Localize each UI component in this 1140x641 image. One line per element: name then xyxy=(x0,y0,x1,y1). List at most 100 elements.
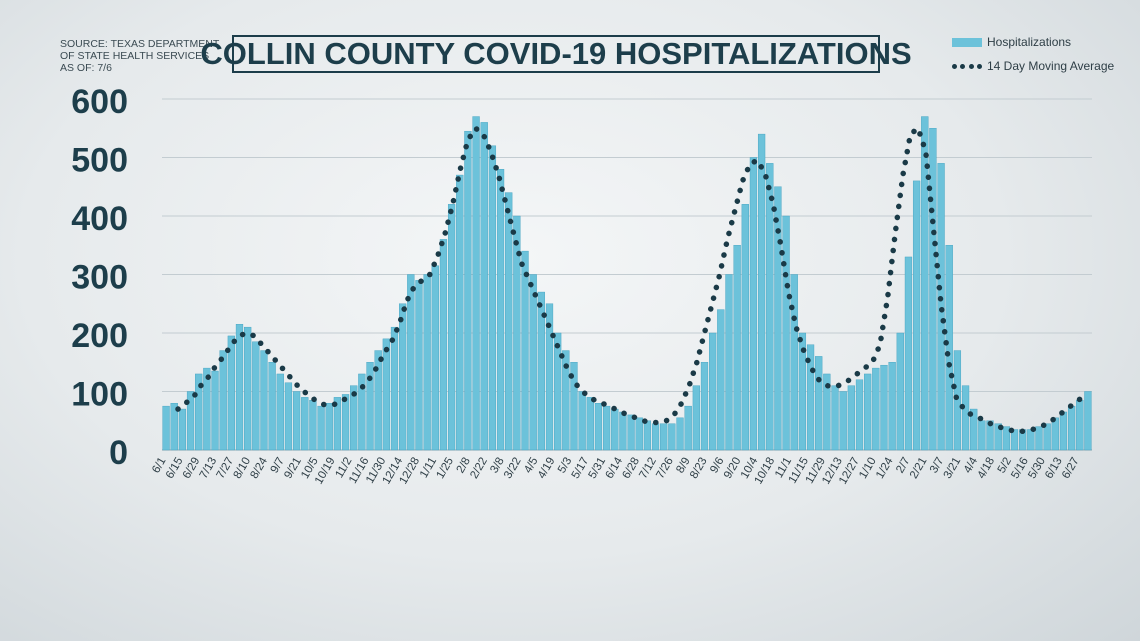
hospitalization-bar xyxy=(855,379,864,451)
hospitalization-bar xyxy=(268,362,276,451)
hospitalization-bar xyxy=(374,350,382,451)
hospitalization-bar xyxy=(757,133,766,451)
hospitalization-bar xyxy=(309,400,317,451)
hospitalization-bar xyxy=(668,423,676,451)
hospitalization-bar xyxy=(170,403,178,451)
hospitalization-bar xyxy=(317,405,325,451)
hospitalization-bar xyxy=(709,332,717,451)
hospitalization-bar xyxy=(407,274,415,451)
hospitalization-bar xyxy=(831,385,839,451)
hospitalization-bar xyxy=(961,385,970,451)
hospitalization-bar xyxy=(945,245,953,451)
x-tick-label: 1/25 xyxy=(434,456,456,481)
hospitalization-bar xyxy=(660,423,668,451)
chart-title: COLLIN COUNTY COVID-19 HOSPITALIZATIONS xyxy=(200,36,912,71)
hospitalization-bar xyxy=(423,274,431,451)
x-tick-label: 8/24 xyxy=(248,455,270,481)
x-tick-label: 6/28 xyxy=(620,456,642,481)
hospitalization-bar xyxy=(325,403,333,451)
x-tick-label: 2/22 xyxy=(468,456,490,481)
y-tick-label: 400 xyxy=(71,200,128,238)
hospitalization-bar xyxy=(970,408,978,451)
hospitalization-bar xyxy=(1043,423,1051,451)
x-tick-label: 9/21 xyxy=(282,456,304,481)
hospitalization-bar xyxy=(782,215,790,451)
legend-item-hospitalizations: Hospitalizations xyxy=(952,34,1114,50)
x-tick-label: 5/30 xyxy=(1026,456,1048,481)
y-tick-label: 500 xyxy=(71,142,128,180)
source-line: AS OF: 7/6 xyxy=(60,62,112,74)
hospitalization-bar xyxy=(390,326,399,451)
legend-item-moving-average: 14 Day Moving Average xyxy=(952,58,1114,74)
x-tick-label: 7/26 xyxy=(654,456,676,481)
source-note: SOURCE: TEXAS DEPARTMENT OF STATE HEALTH… xyxy=(60,38,230,74)
hospitalization-bar xyxy=(227,335,235,451)
hospitalization-bar xyxy=(888,362,896,451)
hospitalization-bar xyxy=(741,204,749,451)
hospitalization-bar xyxy=(399,303,407,451)
x-tick-label: 8/10 xyxy=(232,455,254,480)
x-tick-label: 6/13 xyxy=(1043,456,1065,481)
hospitalization-bar xyxy=(366,362,374,451)
hospitalization-bar xyxy=(235,324,244,451)
hospitalization-bar xyxy=(684,405,692,451)
hospitalization-bar xyxy=(700,362,709,451)
hospitalization-bar xyxy=(594,403,603,451)
hospitalization-bar xyxy=(929,128,937,451)
hospitalization-bar xyxy=(496,168,505,451)
hospitalization-bar xyxy=(513,215,521,451)
hospitalization-bar xyxy=(464,130,472,451)
x-tick-label: 7/13 xyxy=(198,455,220,480)
legend-line-label: 14 Day Moving Average xyxy=(987,59,1115,73)
hospitalization-bar xyxy=(978,420,986,451)
hospitalization-bar xyxy=(1010,429,1019,451)
hospitalization-bar xyxy=(1067,405,1076,451)
legend: Hospitalizations 14 Day Moving Average xyxy=(952,34,1114,82)
hospitalization-bar xyxy=(195,373,203,451)
hospitalization-bar xyxy=(537,291,545,451)
hospitalization-bar xyxy=(350,385,358,451)
hospitalization-bar xyxy=(472,116,480,451)
hospitalization-bar xyxy=(912,180,921,451)
hospitalization-bar xyxy=(619,411,627,451)
hospitalization-bar xyxy=(341,394,350,451)
x-tick-label: 6/15 xyxy=(164,455,186,480)
hospitalization-bar xyxy=(676,417,684,451)
hospitalization-bar xyxy=(1059,411,1068,451)
chart-title-box: COLLIN COUNTY COVID-19 HOSPITALIZATIONS xyxy=(200,35,912,73)
hospitalization-bar xyxy=(896,332,904,451)
hospitalization-bar xyxy=(244,326,252,451)
hospitalization-bar xyxy=(643,420,652,451)
hospitalization-bar xyxy=(864,373,872,451)
x-tick-label: 3/21 xyxy=(942,455,964,480)
x-tick-label: 4/18 xyxy=(976,455,998,480)
hospitalization-bar xyxy=(651,423,660,451)
hospitalization-bar xyxy=(447,204,456,451)
hospitalization-bar xyxy=(847,385,855,451)
y-tick-label: 300 xyxy=(71,259,128,297)
hospitalization-bar xyxy=(382,338,390,451)
legend-bar-swatch xyxy=(952,37,982,47)
hospitalization-bar xyxy=(570,362,578,451)
hospitalization-bar xyxy=(815,356,823,451)
moving-average-line xyxy=(175,123,1089,435)
x-tick-label: 2/21 xyxy=(908,455,930,480)
hospitalization-bar xyxy=(1051,417,1059,451)
hospitalization-bar xyxy=(562,350,570,451)
hospitalization-bar xyxy=(554,332,562,451)
hospitalization-bar xyxy=(1076,400,1084,451)
hospitalization-bar xyxy=(211,370,219,451)
hospitalization-bar xyxy=(904,256,913,451)
y-tick-label: 200 xyxy=(71,317,128,355)
hospitalization-bar xyxy=(823,373,831,451)
hospitalization-bar xyxy=(252,341,260,451)
hospitalization-bar xyxy=(733,245,741,451)
x-tick-label: 6/27 xyxy=(1060,456,1082,481)
hospitalization-bar xyxy=(806,344,815,451)
hospitalization-bar xyxy=(1027,429,1035,451)
hospitalization-bar xyxy=(578,391,586,451)
hospitalization-bar xyxy=(529,274,537,451)
legend-bars-label: Hospitalizations xyxy=(987,35,1072,49)
hospitalization-bar xyxy=(505,192,513,451)
x-tick-label: 1/24 xyxy=(874,455,896,481)
